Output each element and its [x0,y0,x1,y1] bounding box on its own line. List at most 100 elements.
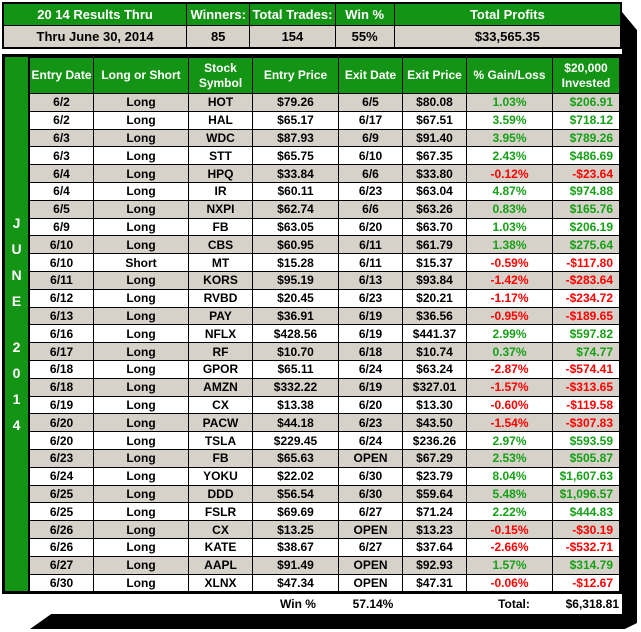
sidebar-letter: N [11,267,22,283]
cell-side: Long [93,537,189,557]
cell-entry-date: 6/3 [29,128,94,148]
cell-side: Long [93,146,189,166]
cell-symbol: PACW [188,413,253,433]
sidebar-letter: E [11,293,22,309]
cell-entry-price: $13.38 [252,395,339,415]
cell-exit-date: 6/23 [338,288,403,308]
cell-symbol: PAY [188,306,253,326]
cell-symbol: XLNX [188,573,253,593]
column-header-row: Entry Date Long or Short Stock Symbol En… [29,57,620,94]
cell-exit-date: 6/20 [338,217,403,237]
table-row: 6/5 Long NXPI $62.74 6/6 $63.26 0.83% $165.76 [29,199,620,219]
cell-gain-loss: 3.95% [466,128,553,148]
cell-entry-date: 6/5 [29,199,94,219]
summary-header-total-trades: Total Trades: [249,2,336,26]
cell-exit-date: 6/23 [338,181,403,201]
cell-side: Short [93,253,189,272]
cell-exit-date: 6/9 [338,128,403,148]
cell-entry-price: $87.93 [252,128,339,148]
cell-entry-price: $22.02 [252,466,339,486]
cell-entry-price: $15.28 [252,253,339,272]
cell-gain-loss: 2.22% [466,502,553,522]
table-row: 6/3 Long STT $65.75 6/10 $67.35 2.43% $486.69 [29,146,620,166]
cell-entry-price: $60.95 [252,235,339,255]
table-row: 6/4 Long HPQ $33.84 6/6 $33.80 -0.12% -$23.64 [29,164,620,183]
cell-exit-price: $63.04 [402,181,467,201]
cell-gain-loss: 3.59% [466,110,553,130]
cell-entry-date: 6/30 [29,573,94,593]
summary-value-period: Thru June 30, 2014 [2,25,188,49]
cell-invested: -$283.64 [552,270,620,290]
cell-exit-price: $63.24 [402,359,467,379]
cell-entry-price: $95.19 [252,270,339,290]
cell-entry-price: $65.11 [252,359,339,379]
cell-exit-date: 6/11 [338,253,403,272]
cell-entry-date: 6/11 [29,270,94,290]
table-row: 6/10 Short MT $15.28 6/11 $15.37 -0.59% -$117.8… [29,253,620,272]
cell-side: Long [93,235,189,255]
cell-gain-loss: -1.54% [466,413,553,433]
cell-symbol: AAPL [188,555,253,575]
cell-exit-price: $67.29 [402,448,467,468]
cell-exit-price: $80.08 [402,93,467,112]
cell-side: Long [93,324,189,344]
table-row: 6/16 Long NFLX $428.56 6/19 $441.37 2.99% $597.… [29,324,620,344]
summary-value-row: Thru June 30, 2014 85 154 55% $33,565.35 [2,25,622,49]
summary-header-results: 20 14 Results Thru [2,2,188,26]
cell-exit-price: $67.51 [402,110,467,130]
cell-symbol: MT [188,253,253,272]
cell-gain-loss: 2.97% [466,431,553,450]
footer-win-pct-label: Win % [280,597,316,611]
cell-entry-date: 6/26 [29,520,94,539]
cell-exit-price: $20.21 [402,288,467,308]
cell-invested: $314.79 [552,555,620,575]
cell-gain-loss: -0.15% [466,520,553,539]
footer-total-label: Total: [498,597,530,611]
cell-side: Long [93,413,189,433]
cell-symbol: CBS [188,235,253,255]
table-row: 6/10 Long CBS $60.95 6/11 $61.79 1.38% $275.64 [29,235,620,255]
cell-entry-date: 6/26 [29,537,94,557]
cell-side: Long [93,359,189,379]
cell-entry-price: $33.84 [252,164,339,183]
cell-symbol: CX [188,395,253,415]
cell-gain-loss: 2.53% [466,448,553,468]
cell-exit-date: OPEN [338,520,403,539]
column-header-long-or-short: Long or Short [93,57,189,94]
cell-exit-date: 6/19 [338,324,403,344]
cell-invested: $974.88 [552,181,620,201]
cell-exit-price: $63.26 [402,199,467,219]
column-header-entry-price: Entry Price [252,57,339,94]
cell-gain-loss: -0.60% [466,395,553,415]
cell-side: Long [93,520,189,539]
cell-invested: $444.83 [552,502,620,522]
cell-exit-price: $33.80 [402,164,467,183]
cell-exit-price: $236.26 [402,431,467,450]
cell-exit-price: $327.01 [402,377,467,397]
cell-exit-date: 6/24 [338,359,403,379]
cell-gain-loss: -0.12% [466,164,553,183]
cell-entry-price: $229.45 [252,431,339,450]
cell-invested: -$313.65 [552,377,620,397]
cell-exit-date: 6/18 [338,342,403,361]
table-row: 6/3 Long WDC $87.93 6/9 $91.40 3.95% $789.26 [29,128,620,148]
cell-symbol: DDD [188,484,253,504]
summary-table: 20 14 Results Thru Winners: Total Trades… [2,2,622,49]
cell-invested: -$117.80 [552,253,620,272]
sidebar-letter: 1 [12,391,21,407]
cell-gain-loss: 0.37% [466,342,553,361]
table-row: 6/19 Long CX $13.38 6/20 $13.30 -0.60% -$119.58 [29,395,620,415]
cell-entry-date: 6/10 [29,253,94,272]
cell-symbol: HAL [188,110,253,130]
cell-entry-date: 6/4 [29,164,94,183]
summary-header-win-pct: Win % [334,2,395,26]
cell-side: Long [93,502,189,522]
table-row: 6/12 Long RVBD $20.45 6/23 $20.21 -1.17% -$234.… [29,288,620,308]
drop-shadow-bottom [30,614,637,629]
cell-gain-loss: -2.87% [466,359,553,379]
cell-exit-date: 6/10 [338,146,403,166]
cell-symbol: NFLX [188,324,253,344]
cell-entry-price: $428.56 [252,324,339,344]
cell-entry-price: $38.67 [252,537,339,557]
cell-gain-loss: 5.48% [466,484,553,504]
